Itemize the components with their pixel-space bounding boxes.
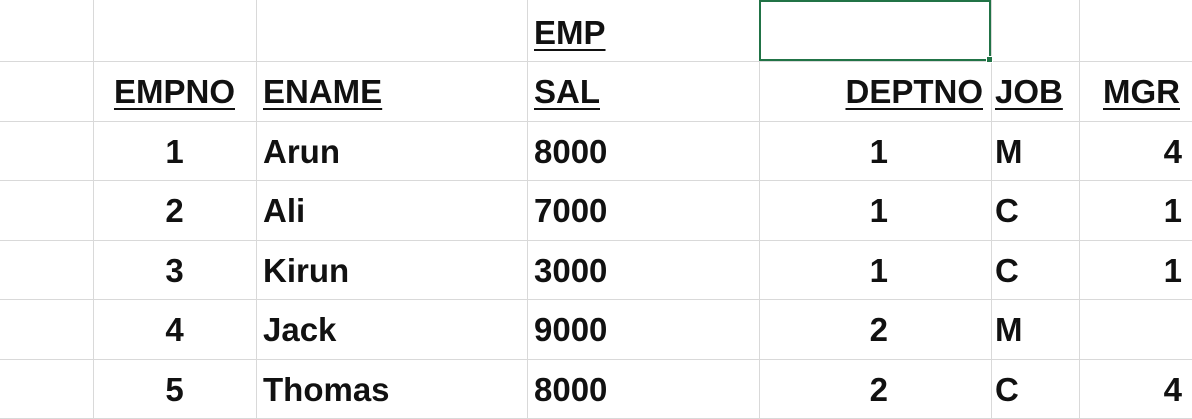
header-label: ENAME	[263, 72, 383, 110]
cell-mgr[interactable]: 4	[1163, 370, 1182, 408]
row-gridline	[0, 240, 1192, 241]
column-gridline	[1079, 0, 1080, 419]
cell-ename[interactable]: Arun	[263, 132, 340, 170]
row-gridline	[0, 180, 1192, 181]
cell-deptno[interactable]: 1	[869, 191, 888, 229]
cell-ename[interactable]: Ali	[263, 191, 306, 229]
row-gridline	[0, 61, 1192, 62]
cell-mgr[interactable]: 1	[1163, 251, 1182, 289]
cell-deptno[interactable]: 2	[869, 310, 888, 348]
header-label: EMPNO	[113, 72, 235, 110]
column-gridline	[527, 0, 528, 419]
cell-empno[interactable]: 4	[165, 310, 184, 348]
header-cell-mgr[interactable]: MGR	[1079, 62, 1192, 121]
cell-empno[interactable]: 3	[165, 251, 184, 289]
header-cell-job[interactable]: JOB	[991, 62, 1079, 121]
header-cell-deptno[interactable]: DEPTNO	[759, 62, 991, 121]
fill-handle[interactable]	[986, 56, 993, 63]
cell-deptno[interactable]: 1	[869, 132, 888, 170]
cell-ename[interactable]: Jack	[263, 310, 337, 348]
cell-mgr[interactable]: 4	[1163, 132, 1182, 170]
cell-empno[interactable]: 5	[165, 370, 184, 408]
header-label: DEPTNO	[845, 72, 983, 110]
cell-sal[interactable]: 7000	[534, 191, 608, 229]
header-cell-empno[interactable]: EMPNO	[93, 62, 256, 121]
table-title: EMP	[534, 13, 606, 51]
column-gridline	[759, 0, 760, 419]
cell-job[interactable]: C	[995, 251, 1019, 289]
row-gridline	[0, 299, 1192, 300]
header-label: MGR	[1103, 72, 1180, 110]
cell-job[interactable]: C	[995, 370, 1019, 408]
cell-sal[interactable]: 8000	[534, 370, 608, 408]
header-cell-sal[interactable]: SAL	[527, 62, 759, 121]
cell-mgr[interactable]	[1079, 300, 1192, 359]
cell-sal[interactable]: 3000	[534, 251, 608, 289]
active-cell-selection[interactable]	[759, 0, 991, 61]
cell-job[interactable]: M	[995, 132, 1023, 170]
header-cell-ename[interactable]: ENAME	[256, 62, 527, 121]
column-gridline	[991, 0, 992, 419]
column-gridline	[93, 0, 94, 419]
cell-job[interactable]: M	[995, 310, 1023, 348]
cell-empno[interactable]: 1	[165, 132, 184, 170]
header-label: JOB	[995, 72, 1063, 110]
cell-deptno[interactable]: 1	[869, 251, 888, 289]
header-label: SAL	[534, 72, 600, 110]
cell-ename[interactable]: Thomas	[263, 370, 390, 408]
row-gridline	[0, 121, 1192, 122]
cell-ename[interactable]: Kirun	[263, 251, 350, 289]
cell-sal[interactable]: 9000	[534, 310, 608, 348]
cell-sal[interactable]: 8000	[534, 132, 608, 170]
table-title-cell[interactable]: EMP	[527, 3, 759, 62]
column-gridline	[256, 0, 257, 419]
cell-job[interactable]: C	[995, 191, 1019, 229]
row-gridline	[0, 359, 1192, 360]
cell-deptno[interactable]: 2	[869, 370, 888, 408]
cell-empno[interactable]: 2	[165, 191, 184, 229]
cell-mgr[interactable]: 1	[1163, 191, 1182, 229]
